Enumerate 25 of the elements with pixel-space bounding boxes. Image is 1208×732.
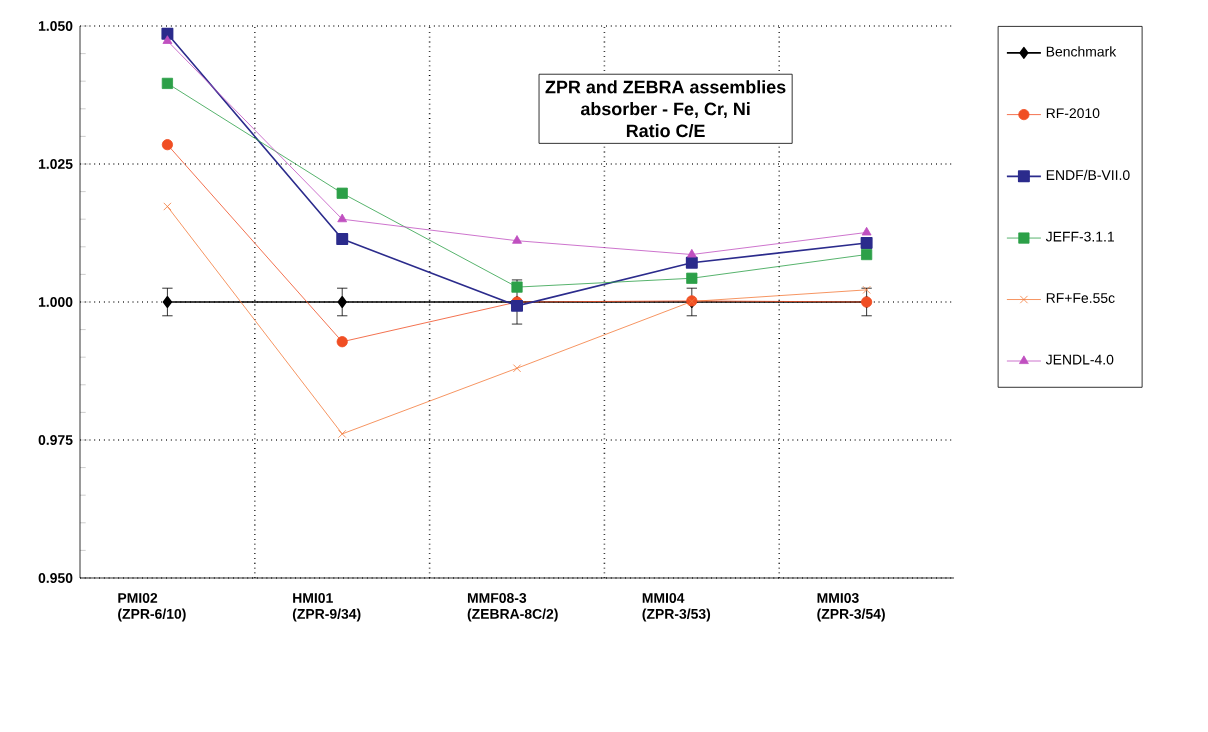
point [162,35,173,44]
point [686,272,698,284]
point [337,296,347,308]
point [163,202,172,211]
point [337,213,348,223]
point [860,236,873,249]
point [861,248,873,261]
point [512,364,522,373]
point [685,256,698,269]
point [511,281,523,293]
point [161,77,173,89]
point [336,187,348,199]
annotation: absorber - Fe, Cr, Ni [580,102,750,118]
line-series [163,202,871,438]
point [162,296,173,308]
point [338,429,347,438]
point [512,235,522,244]
point [686,248,697,258]
point [862,285,871,294]
annotation: Ratio C/E [626,124,705,138]
point [336,233,349,246]
annotation: ZPR and ZEBRA assemblies [545,80,786,94]
point [161,139,173,151]
point [336,336,348,348]
point [861,226,872,236]
